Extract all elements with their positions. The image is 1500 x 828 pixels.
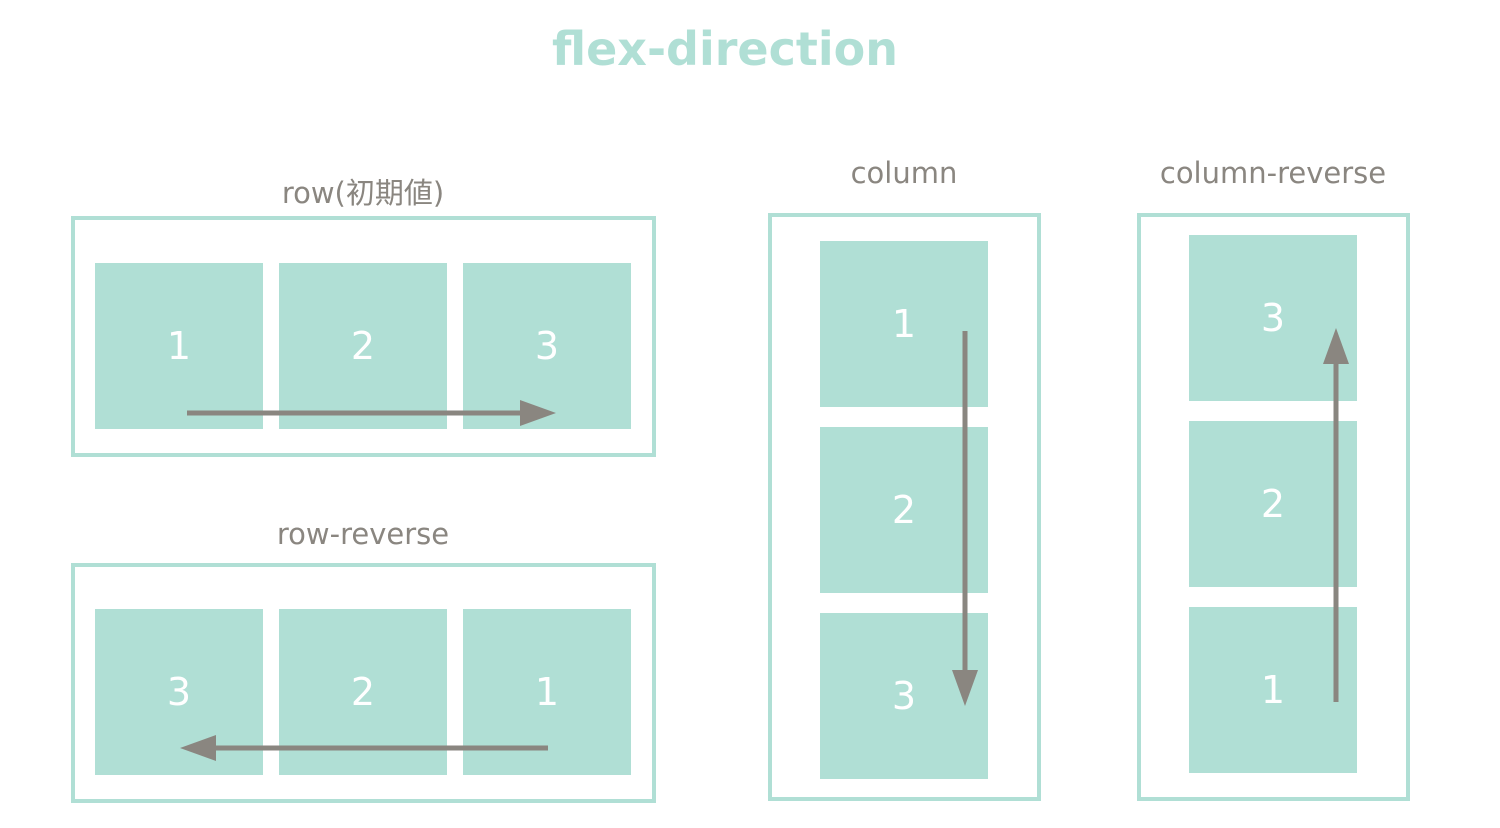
row-item-2: 2 [279,263,447,429]
row-reverse-item-1: 1 [463,609,631,775]
row-item-1: 1 [95,263,263,429]
row-label: row(初期値) [281,176,445,210]
diagram-title: flex-direction [551,22,898,76]
row-item-3: 3 [463,263,631,429]
row-reverse-label: row-reverse [276,517,450,551]
row-reverse-item-3: 3 [95,609,263,775]
row-reverse-item-2: 2 [279,609,447,775]
column-item-1: 1 [820,241,988,407]
column-item-3: 3 [820,613,988,779]
column-label: column [850,156,958,190]
column-reverse-item-1: 1 [1189,607,1357,773]
column-reverse-item-3: 3 [1189,235,1357,401]
column-reverse-item-2: 2 [1189,421,1357,587]
column-item-2: 2 [820,427,988,593]
column-reverse-label: column-reverse [1159,156,1387,190]
